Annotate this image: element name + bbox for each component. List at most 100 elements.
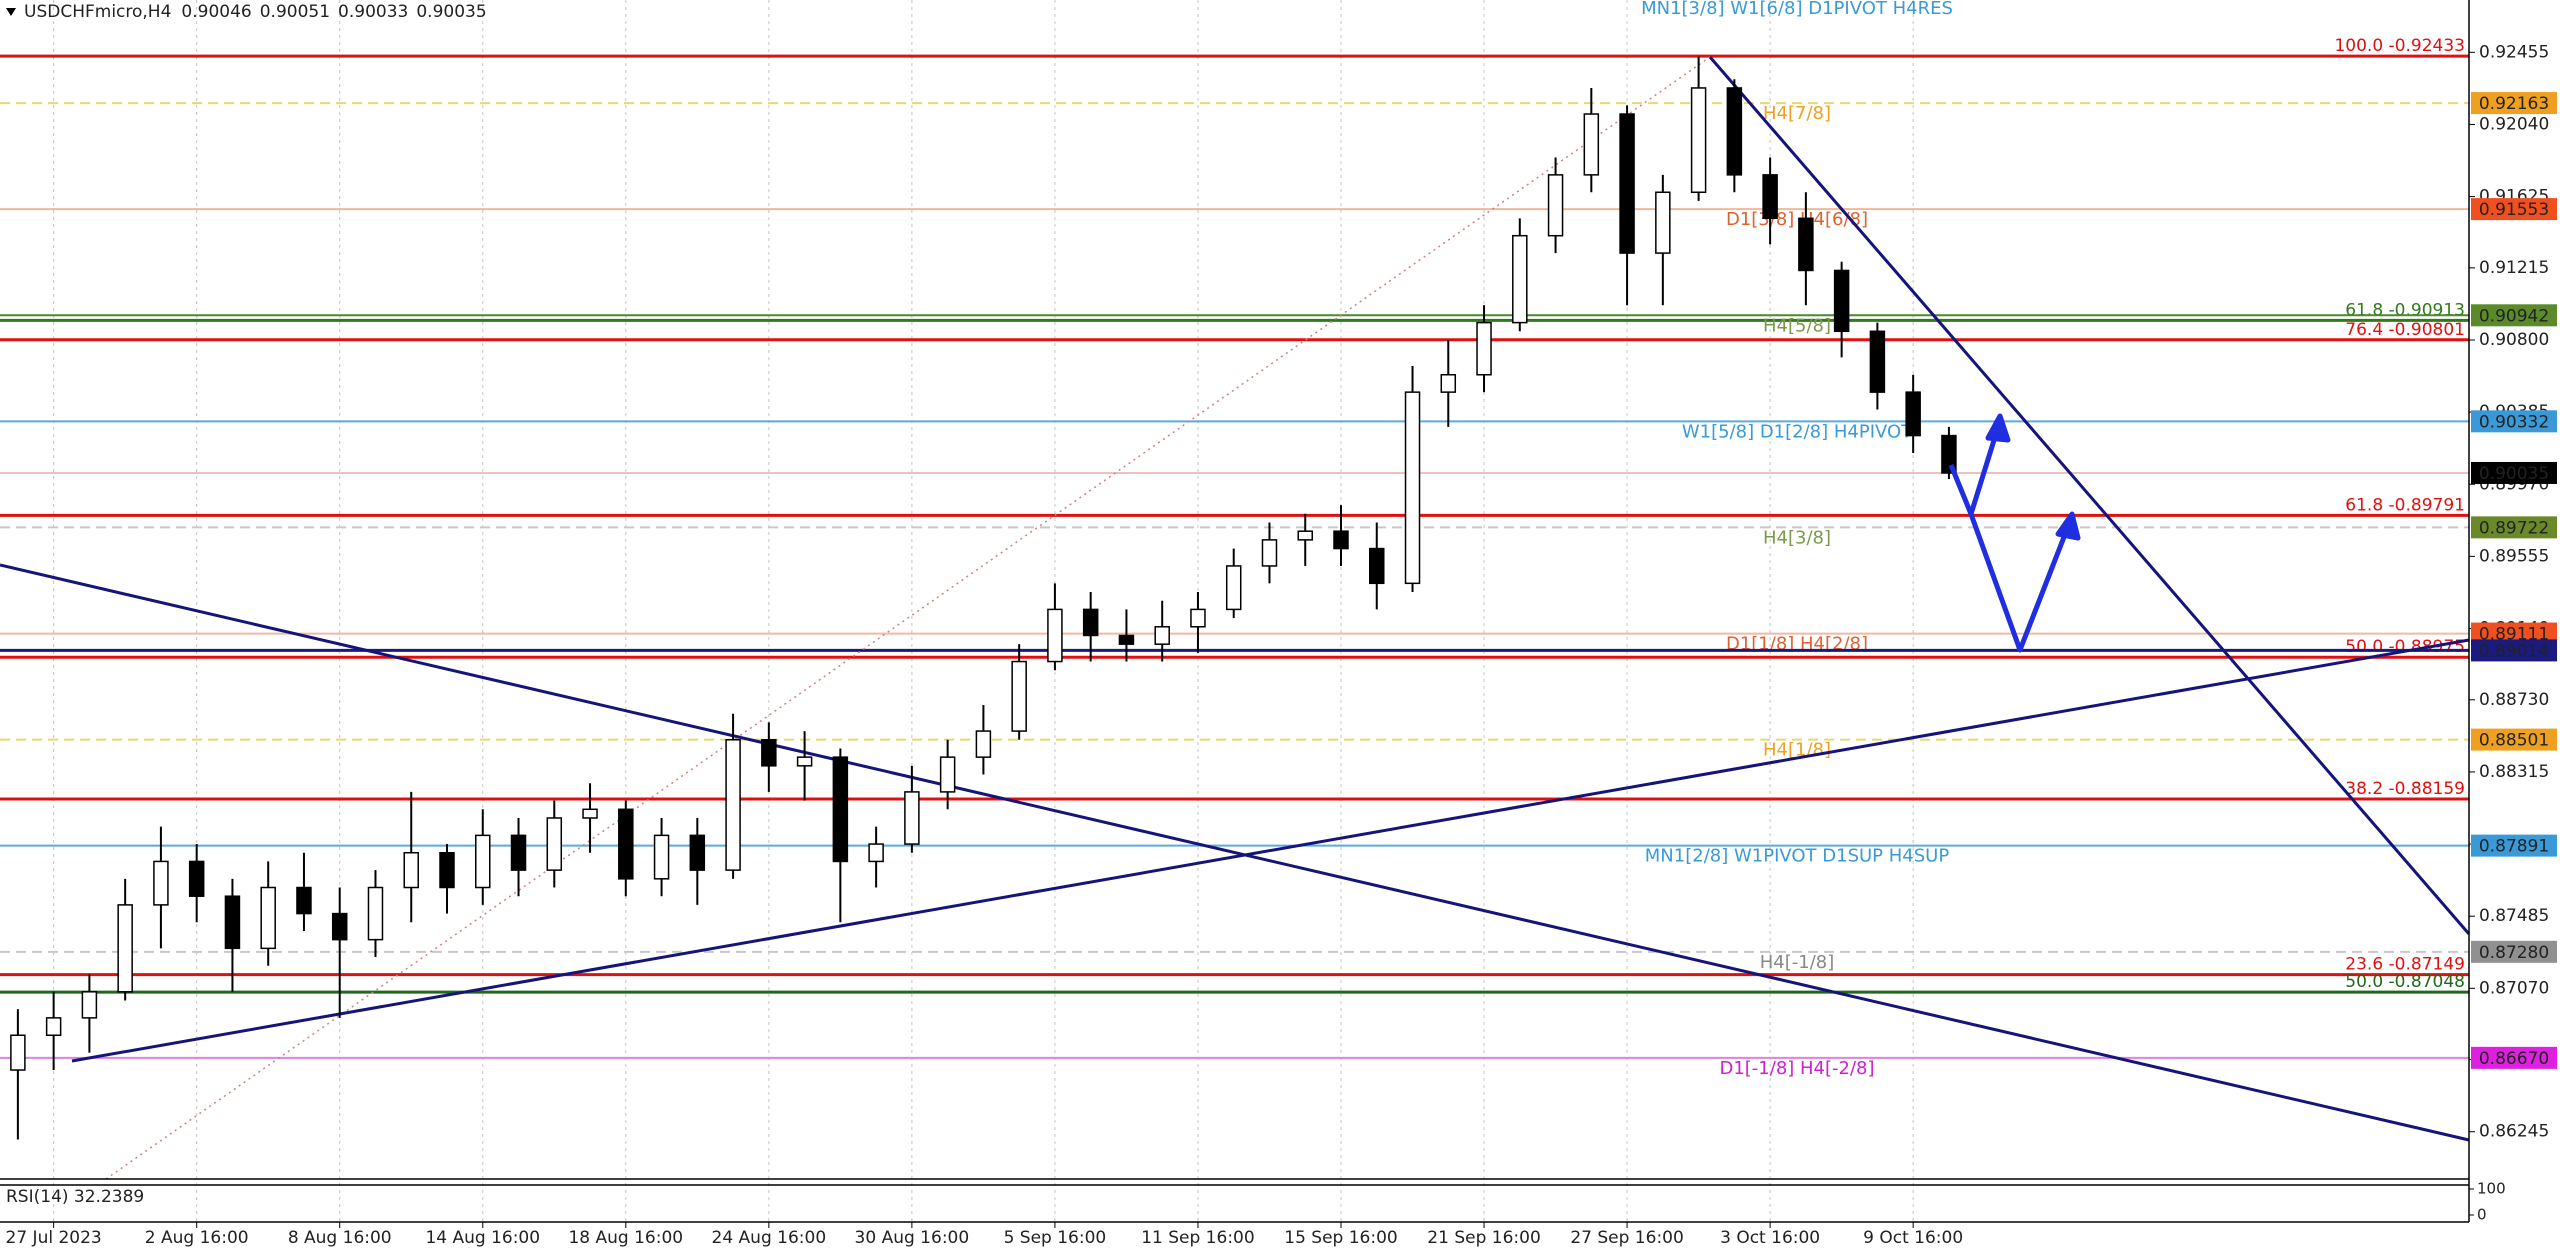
candle-body [1726, 87, 1743, 176]
price-box-label: 0.90942 [2479, 306, 2549, 326]
fib-label: 76.4 -0.90801 [2345, 320, 2465, 340]
fib-label: 23.6 -0.87149 [2345, 955, 2465, 975]
fib-label: 100.0 -0.92433 [2334, 36, 2465, 56]
candle-body [367, 886, 384, 941]
candle-body [1833, 269, 1850, 333]
candle-body [1047, 608, 1063, 663]
x-tick-label: 2 Aug 16:00 [145, 1228, 249, 1248]
candle-body [81, 991, 98, 1019]
top-annotation: MN1[3/8] W1[6/8] D1PIVOT H4RES [1641, 0, 1953, 19]
candle-body [10, 1034, 26, 1071]
price-box [2471, 198, 2557, 221]
y-tick-label: 0.87485 [2479, 906, 2549, 926]
fib-guide [105, 56, 1711, 1180]
candle-body [1690, 87, 1707, 193]
level-name: H4[7/8] [1763, 103, 1831, 124]
candle-body [1118, 634, 1135, 645]
candle-body [1619, 113, 1635, 254]
price-box-label: 0.91553 [2479, 200, 2549, 220]
fib-label: 50.0 -0.87048 [2345, 972, 2465, 992]
y-tick-label: 0.87070 [2479, 978, 2549, 998]
price-box-label: 0.89014 [2479, 641, 2549, 661]
candle-body [1082, 608, 1099, 637]
x-tick-label: 21 Sep 16:00 [1427, 1228, 1540, 1248]
candle-body [904, 791, 920, 845]
candle-body [224, 895, 241, 950]
price-box [2471, 834, 2557, 857]
trend-line [1708, 56, 2471, 935]
candle-body [153, 860, 169, 906]
candle-body [1583, 113, 1600, 176]
candle-body [510, 834, 527, 871]
candle-body [1369, 547, 1385, 585]
rsi-label: RSI(14) 32.2389 [6, 1187, 144, 1207]
candle-body [1941, 434, 1957, 474]
x-tick-label: 15 Sep 16:00 [1284, 1228, 1397, 1248]
candle-body [1440, 373, 1457, 393]
x-tick-label: 11 Sep 16:00 [1141, 1228, 1254, 1248]
level-name: D1[-1/8] H4[-2/8] [1719, 1058, 1874, 1079]
x-tick-label: 24 Aug 16:00 [712, 1228, 827, 1248]
candle-body [1547, 174, 1564, 237]
fib-label: 50.0 -0.88975 [2345, 637, 2465, 657]
candle-body [653, 834, 670, 880]
header: USDCHFmicro,H4 0.90046 0.90051 0.90033 0.900… [24, 2, 487, 22]
x-tick-label: 9 Oct 16:00 [1863, 1228, 1963, 1248]
candle-body [117, 904, 133, 993]
price-box [2471, 639, 2557, 662]
price-box-label: 0.89722 [2479, 518, 2549, 538]
ohlc-value: 0.90051 [260, 2, 330, 22]
price-box-label: 0.92163 [2479, 94, 2549, 114]
candle-body [1261, 539, 1278, 567]
x-tick-label: 27 Jul 2023 [6, 1228, 102, 1248]
price-box [2471, 516, 2557, 539]
arrow-head [1985, 413, 2011, 443]
candle-body [1655, 191, 1671, 254]
candle-body [868, 843, 884, 863]
level-name: H4[3/8] [1763, 527, 1831, 548]
price-box [2471, 410, 2557, 433]
y-tick-label: 0.92455 [2479, 42, 2549, 62]
arrow-head [2055, 511, 2081, 541]
candle-body [1333, 530, 1349, 550]
forecast-arrows [1948, 413, 2081, 653]
fib-label: 61.8 -0.90913 [2345, 300, 2465, 320]
fib-label: 38.2 -0.88159 [2345, 779, 2465, 799]
x-tick-label: 3 Oct 16:00 [1720, 1228, 1820, 1248]
candle-body [761, 739, 777, 767]
axis: 27 Jul 2023 2 Aug 16:00 8 Aug 16:00 14 Aug … [6, 42, 2557, 1248]
x-tick-label: 5 Sep 16:00 [1004, 1228, 1107, 1248]
ohlc-value: 0.90033 [338, 2, 408, 22]
x-tick-label: 30 Aug 16:00 [855, 1228, 970, 1248]
candle-body [331, 912, 348, 941]
y-tick-label: 0.91215 [2479, 258, 2549, 278]
candle-body [1404, 391, 1421, 585]
rsi-tick-label: 0 [2477, 1206, 2487, 1224]
arrow [1968, 513, 2074, 653]
candle-body [832, 756, 849, 863]
candle-body [403, 851, 419, 889]
price-box [2471, 92, 2557, 115]
ohlc-value: 0.90035 [416, 2, 486, 22]
y-tick-label: 0.88315 [2479, 762, 2549, 782]
candle-body [439, 851, 455, 889]
level-name: H4[5/8] [1763, 315, 1831, 336]
level-name: H4[-1/8] [1760, 952, 1835, 973]
candle-body [1011, 660, 1027, 732]
ohlc-value: 0.90046 [181, 2, 251, 22]
candle-body [1190, 608, 1206, 628]
candle-body [1225, 565, 1242, 611]
price-box [2471, 940, 2557, 963]
level-name: W1[5/8] D1[2/8] H4PIVOT [1682, 421, 1913, 442]
price-box [2471, 304, 2557, 327]
candle-body [582, 808, 598, 819]
candle-body [1905, 391, 1921, 437]
candle-body [1512, 234, 1528, 324]
price-box [2471, 1046, 2557, 1069]
menu-icon [6, 8, 16, 16]
x-tick-label: 27 Sep 16:00 [1570, 1228, 1683, 1248]
candles [10, 56, 1957, 1140]
candle-body [1869, 330, 1886, 393]
